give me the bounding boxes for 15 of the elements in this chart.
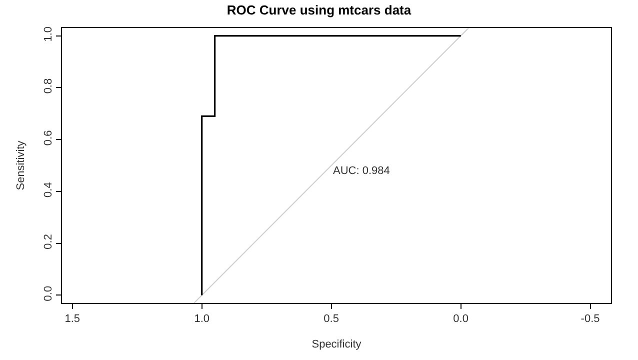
y-tick-label: 0.6 xyxy=(42,130,55,146)
x-tick-label: 1.0 xyxy=(194,313,210,326)
y-axis-title: Sensitivity xyxy=(15,140,28,190)
x-axis-title: Specificity xyxy=(312,338,362,350)
x-tick-label: -0.5 xyxy=(580,313,600,326)
x-tick-label: 1.5 xyxy=(64,313,80,326)
y-tick-label: 0.4 xyxy=(42,182,55,198)
y-tick-label: 1.0 xyxy=(42,26,55,42)
chart-title: ROC Curve using mtcars data xyxy=(226,2,412,18)
annotation: AUC: 0.984 xyxy=(333,165,390,177)
x-tick-label: 0.0 xyxy=(453,313,468,326)
x-tick-label: 0.5 xyxy=(324,313,339,326)
y-tick-label: 0.2 xyxy=(42,234,55,250)
y-tick-label: 0.8 xyxy=(42,78,55,94)
y-tick-label: 0.0 xyxy=(42,286,55,302)
